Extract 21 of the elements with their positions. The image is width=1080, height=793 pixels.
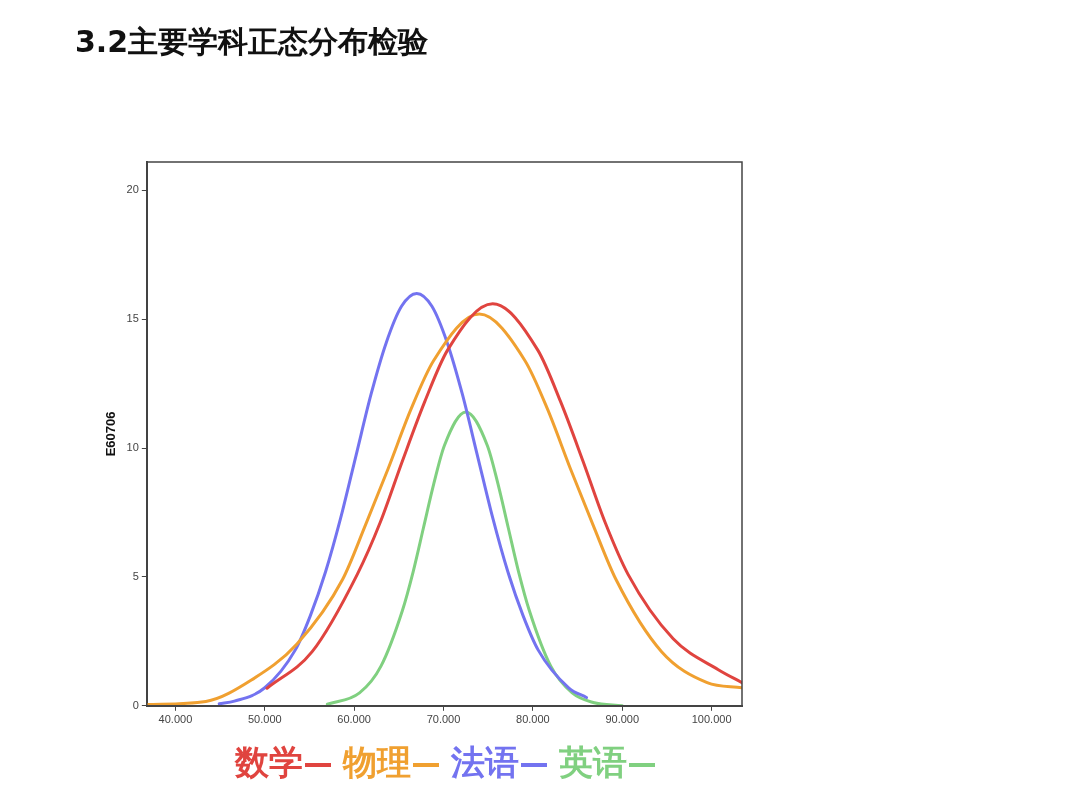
x-tick-label: 80.000 xyxy=(516,713,550,726)
y-tick-label: 5 xyxy=(132,569,139,582)
y-axis-title: E60706 xyxy=(103,411,119,457)
chart-title: 3.2主要学科正态分布检验 xyxy=(75,23,429,61)
line-series xyxy=(217,291,589,706)
x-tick-label: 60.000 xyxy=(337,713,371,726)
y-tick-label: 15 xyxy=(126,312,139,325)
legend-label: 法语 xyxy=(451,742,519,782)
x-tick-label: 70.000 xyxy=(426,713,461,726)
y-tick-label: 20 xyxy=(126,183,139,196)
y-tick-label: 10 xyxy=(126,441,139,454)
x-tick-label: 90.000 xyxy=(605,713,640,726)
x-tick-label: 50.000 xyxy=(247,713,282,726)
line-series xyxy=(325,410,624,706)
legend-label: 英语 xyxy=(559,742,627,782)
x-tick-label: 40.000 xyxy=(158,713,193,726)
legend-label: 数学 xyxy=(235,742,303,782)
legend-label: 物理 xyxy=(343,742,411,782)
line-series xyxy=(265,302,742,690)
x-tick-label: 100.000 xyxy=(691,713,732,726)
y-tick-label: 0 xyxy=(132,698,139,711)
